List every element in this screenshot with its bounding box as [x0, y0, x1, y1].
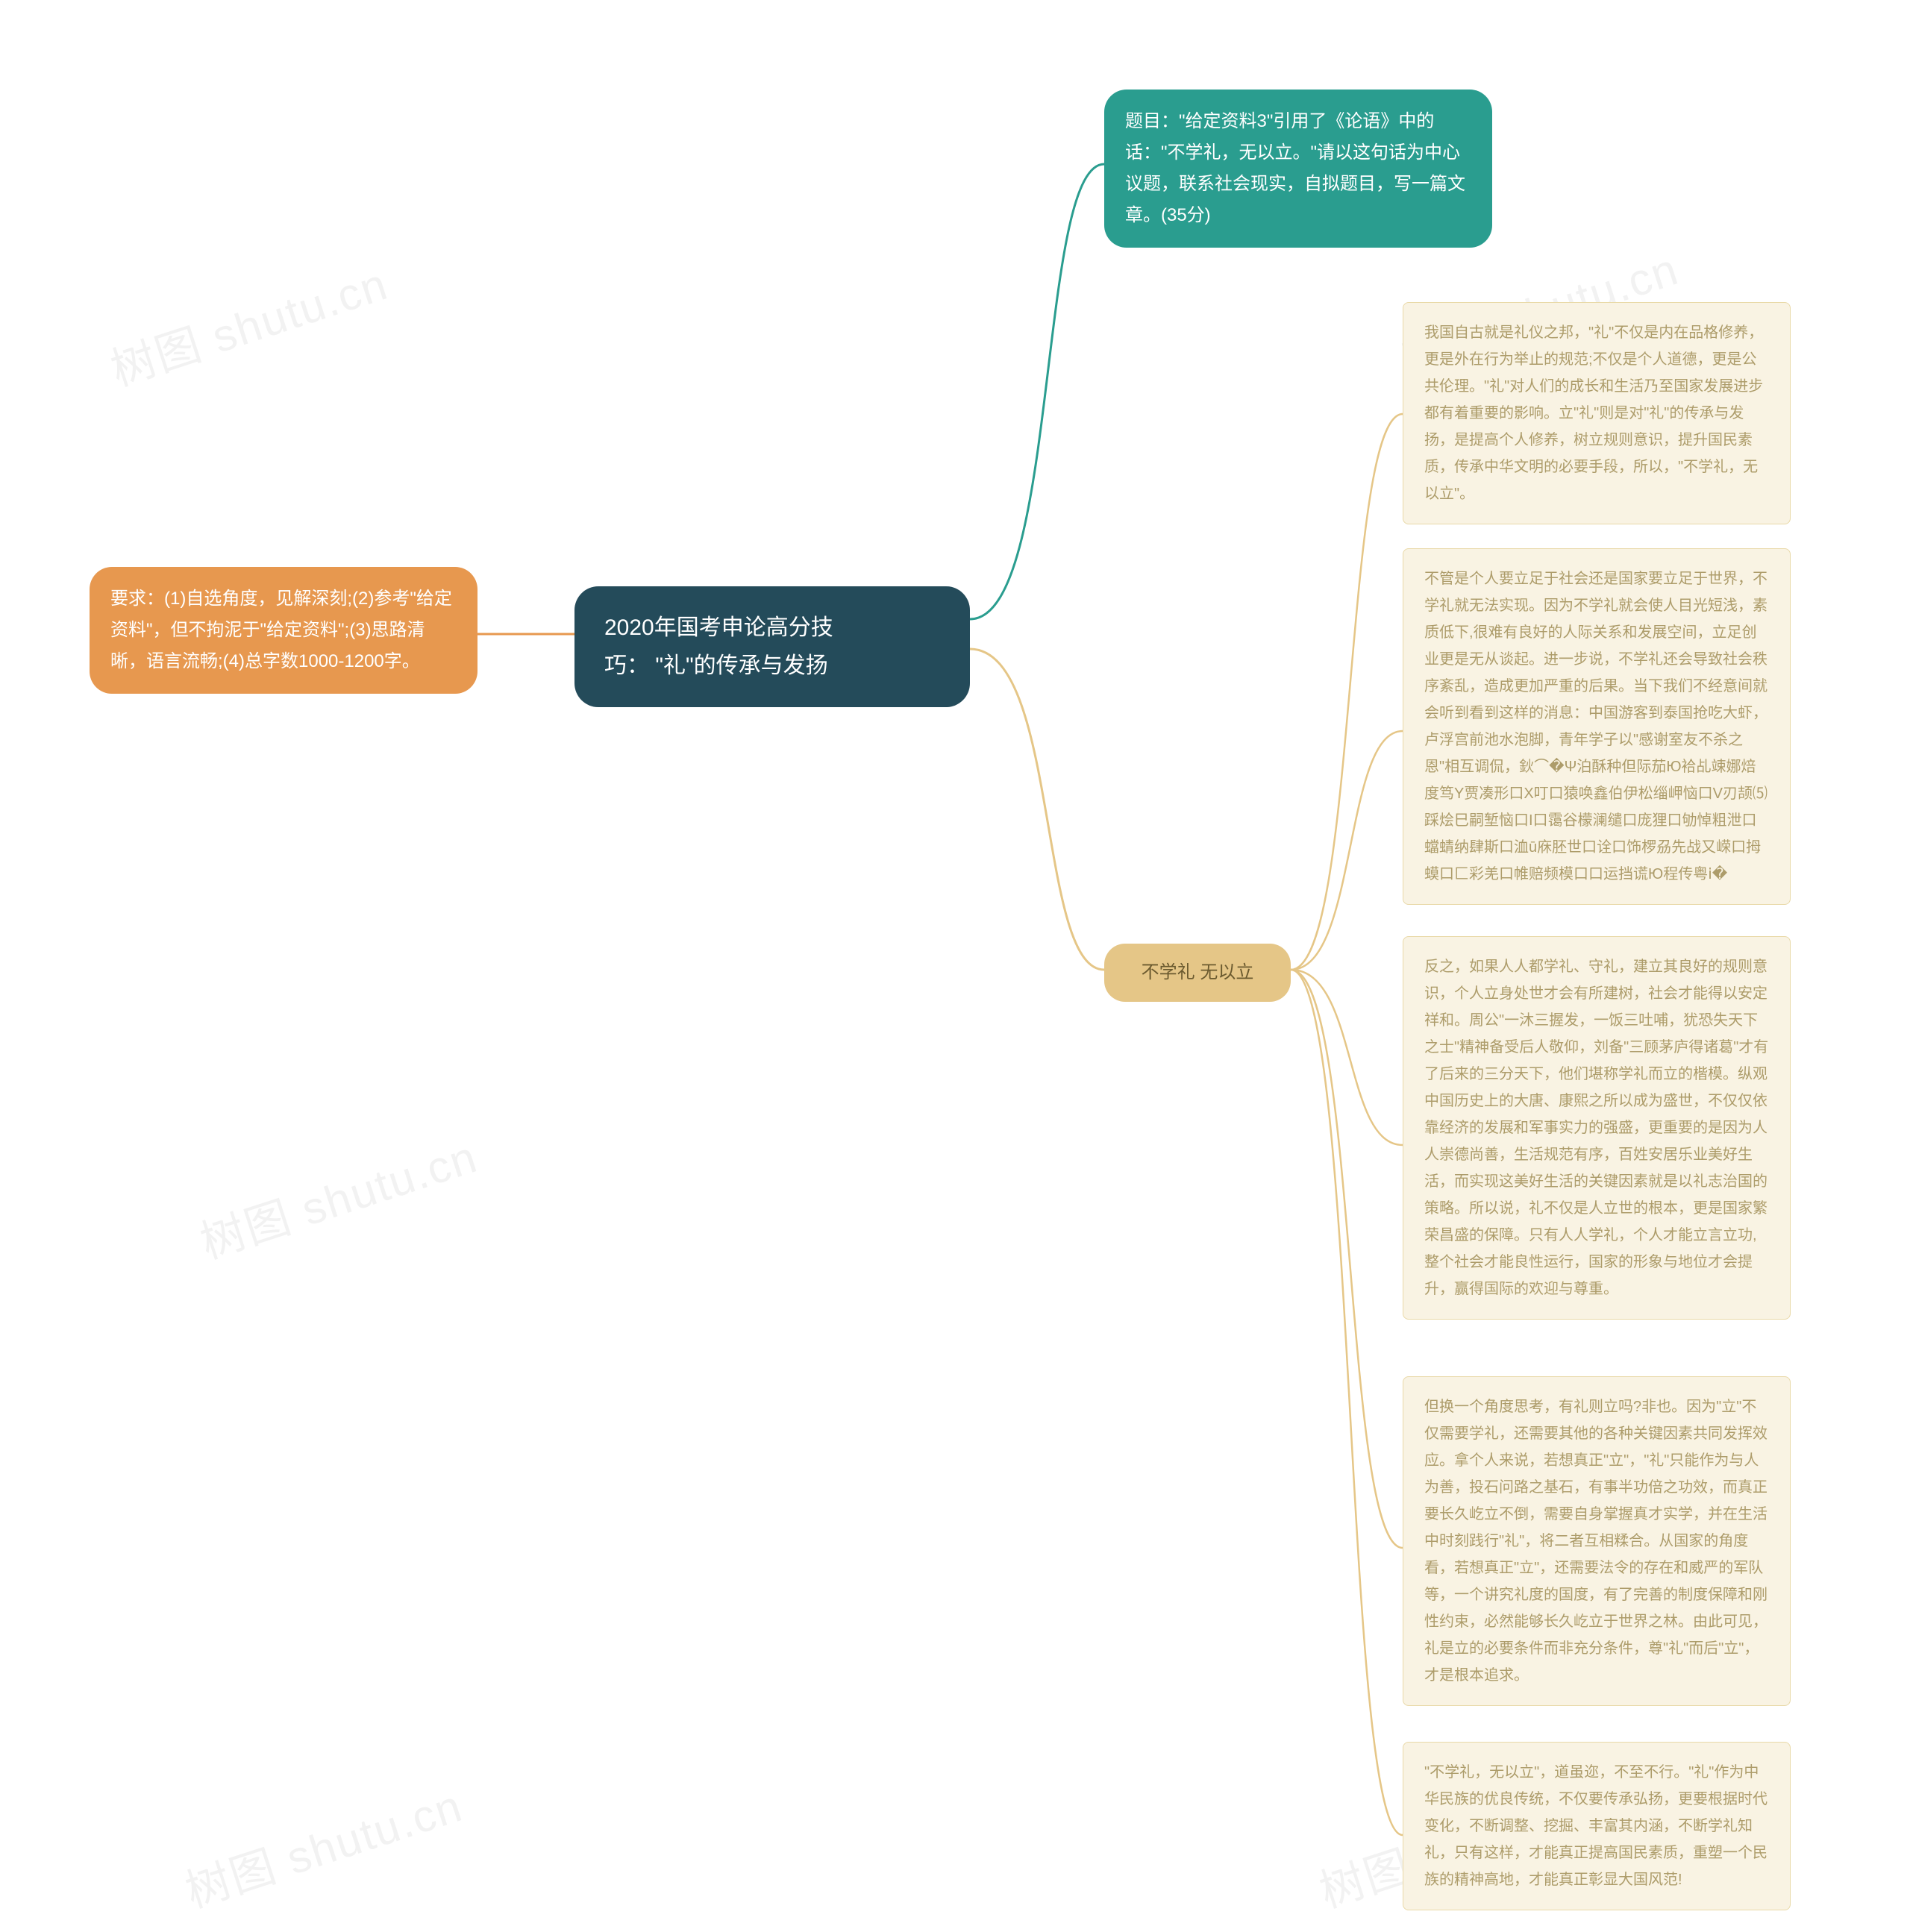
branch-thesis-text: 不学礼 无以立 [1142, 962, 1254, 982]
root-node[interactable]: 2020年国考申论高分技巧： "礼"的传承与发扬 [574, 586, 970, 707]
branch-question-text: 题目："给定资料3"引用了《论语》中的话："不学礼，无以立。"请以这句话为中心议… [1125, 111, 1465, 225]
watermark: 树图 shutu.cn [101, 248, 395, 399]
leaf-paragraph-4-text: 但换一个角度思考，有礼则立吗?非也。因为"立"不仅需要学礼，还需要其他的各种关键… [1424, 1399, 1767, 1684]
leaf-paragraph-3-text: 反之，如果人人都学礼、守礼，建立其良好的规则意识，个人立身处世才会有所建树，社会… [1424, 959, 1768, 1297]
leaf-paragraph-3[interactable]: 反之，如果人人都学礼、守礼，建立其良好的规则意识，个人立身处世才会有所建树，社会… [1403, 936, 1791, 1320]
branch-thesis[interactable]: 不学礼 无以立 [1104, 944, 1291, 1002]
leaf-paragraph-2-text: 不管是个人要立足于社会还是国家要立足于世界，不学礼就无法实现。因为不学礼就会使人… [1424, 571, 1767, 882]
leaf-paragraph-5-text: "不学礼，无以立"，道虽迩，不至不行。"礼"作为中华民族的优良传统，不仅要传承弘… [1424, 1764, 1767, 1888]
watermark: 树图 shutu.cn [191, 1121, 485, 1272]
root-node-text: 2020年国考申论高分技巧： "礼"的传承与发扬 [604, 615, 833, 678]
branch-requirements-text: 要求：(1)自选角度，见解深刻;(2)参考"给定资料"，但不拘泥于"给定资料";… [110, 589, 452, 671]
leaf-paragraph-1[interactable]: 我国自古就是礼仪之邦，"礼"不仅是内在品格修养，更是外在行为举止的规范;不仅是个… [1403, 302, 1791, 524]
leaf-paragraph-2[interactable]: 不管是个人要立足于社会还是国家要立足于世界，不学礼就无法实现。因为不学礼就会使人… [1403, 548, 1791, 905]
connector-gold-leaf4 [1291, 970, 1403, 1548]
connector-gold-leaf5 [1291, 970, 1403, 1835]
branch-requirements[interactable]: 要求：(1)自选角度，见解深刻;(2)参考"给定资料"，但不拘泥于"给定资料";… [90, 567, 478, 694]
watermark: 树图 shutu.cn [176, 1770, 470, 1921]
connector-gold-leaf2 [1291, 731, 1403, 970]
leaf-paragraph-5[interactable]: "不学礼，无以立"，道虽迩，不至不行。"礼"作为中华民族的优良传统，不仅要传承弘… [1403, 1742, 1791, 1910]
connector-gold-leaf3 [1291, 970, 1403, 1145]
connector-gold-leaf1 [1291, 414, 1403, 970]
branch-question[interactable]: 题目："给定资料3"引用了《论语》中的话："不学礼，无以立。"请以这句话为中心议… [1104, 90, 1492, 248]
connector-root-gold [970, 649, 1104, 970]
connector-root-teal [970, 164, 1104, 619]
leaf-paragraph-4[interactable]: 但换一个角度思考，有礼则立吗?非也。因为"立"不仅需要学礼，还需要其他的各种关键… [1403, 1376, 1791, 1706]
leaf-paragraph-1-text: 我国自古就是礼仪之邦，"礼"不仅是内在品格修养，更是外在行为举止的规范;不仅是个… [1424, 324, 1763, 502]
